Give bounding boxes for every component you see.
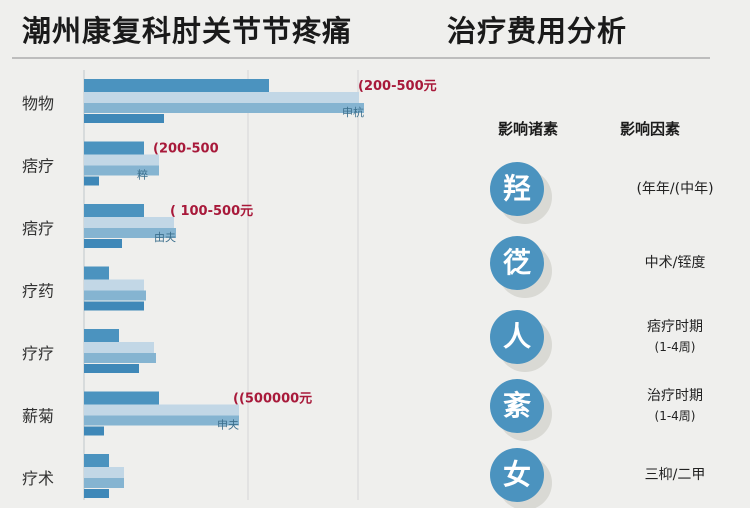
factor-badge: 女 bbox=[490, 448, 544, 502]
factor-badge: 徔 bbox=[490, 236, 544, 290]
bar bbox=[84, 92, 359, 103]
bar bbox=[84, 426, 104, 436]
factor-label: 治疗时期 bbox=[647, 388, 703, 404]
bar bbox=[84, 279, 144, 291]
factors-column-header-1: 影响诸素 bbox=[498, 120, 559, 138]
bar bbox=[84, 204, 144, 217]
note-label: 申杭 bbox=[342, 105, 364, 119]
bar bbox=[84, 329, 119, 342]
bar bbox=[84, 301, 144, 311]
note-label: 申夫 bbox=[217, 419, 239, 432]
factor-description: (年年/(中年) bbox=[600, 162, 750, 216]
bar bbox=[84, 467, 124, 478]
factor-row: 紊 治疗时期 (1-4周) bbox=[490, 379, 750, 439]
range-label: ( 100-500元 bbox=[170, 204, 253, 219]
note-label: 由夫 bbox=[154, 230, 176, 244]
bar bbox=[84, 489, 109, 498]
bar bbox=[84, 391, 159, 405]
factor-row: 徔 中术/铚度 bbox=[490, 236, 750, 296]
bar bbox=[84, 228, 176, 238]
range-label: (200-500元 bbox=[358, 79, 437, 94]
category-label: 疗药 bbox=[22, 282, 54, 301]
bar bbox=[84, 290, 146, 301]
page-subtitle: 治疗费用分析 bbox=[447, 14, 628, 48]
factor-description: 中术/铚度 bbox=[600, 236, 750, 290]
factor-badge: 人 bbox=[490, 310, 544, 364]
factor-description: 痞疗时期 (1-4周) bbox=[600, 310, 750, 364]
factor-label: 痞疗时期 bbox=[647, 319, 703, 335]
bar bbox=[84, 79, 269, 92]
bar bbox=[84, 404, 239, 416]
factor-label: 三枊/二甲 bbox=[644, 467, 706, 483]
bar bbox=[84, 415, 239, 426]
bar bbox=[84, 478, 124, 488]
note-label: 粹 bbox=[137, 168, 148, 182]
bar bbox=[84, 103, 364, 113]
bar bbox=[84, 266, 109, 280]
factors-column-header-2: 影响因素 bbox=[620, 120, 681, 138]
factor-label: 中术/铚度 bbox=[644, 255, 706, 271]
factor-badge: 紊 bbox=[490, 379, 544, 433]
factor-badge: 羟 bbox=[490, 162, 544, 216]
factor-description: 三枊/二甲 bbox=[600, 448, 750, 502]
bar bbox=[84, 239, 122, 248]
bar bbox=[84, 217, 174, 228]
category-label: 疗疗 bbox=[22, 344, 54, 363]
factor-row: 羟 (年年/(中年) bbox=[490, 162, 750, 222]
category-label: 物物 bbox=[22, 94, 54, 113]
bar bbox=[84, 454, 109, 467]
category-label: 薪菊 bbox=[22, 407, 54, 426]
factor-sublabel: (1-4周) bbox=[654, 409, 696, 423]
bar bbox=[84, 114, 164, 123]
bar bbox=[84, 154, 159, 166]
category-label: 痞疗 bbox=[22, 219, 54, 238]
factor-row: 女 三枊/二甲 bbox=[490, 448, 750, 508]
bar bbox=[84, 342, 154, 353]
range-label: (200-500 bbox=[153, 142, 219, 157]
bar bbox=[84, 176, 99, 186]
category-label: 痞疗 bbox=[22, 157, 54, 176]
range-label: ((500000元 bbox=[233, 392, 312, 407]
factor-description: 治疗时期 (1-4周) bbox=[600, 379, 750, 433]
page-title: 潮州康复科肘关节节疼痛 bbox=[22, 14, 353, 48]
category-label: 疗术 bbox=[22, 469, 54, 488]
title-divider bbox=[12, 57, 710, 59]
factor-row: 人 痞疗时期 (1-4周) bbox=[490, 310, 750, 370]
factor-sublabel: (1-4周) bbox=[654, 340, 696, 354]
bar bbox=[84, 353, 156, 363]
bar bbox=[84, 364, 139, 373]
factor-label: (年年/(中年) bbox=[636, 181, 714, 197]
bar bbox=[84, 141, 144, 155]
bar bbox=[84, 165, 159, 176]
